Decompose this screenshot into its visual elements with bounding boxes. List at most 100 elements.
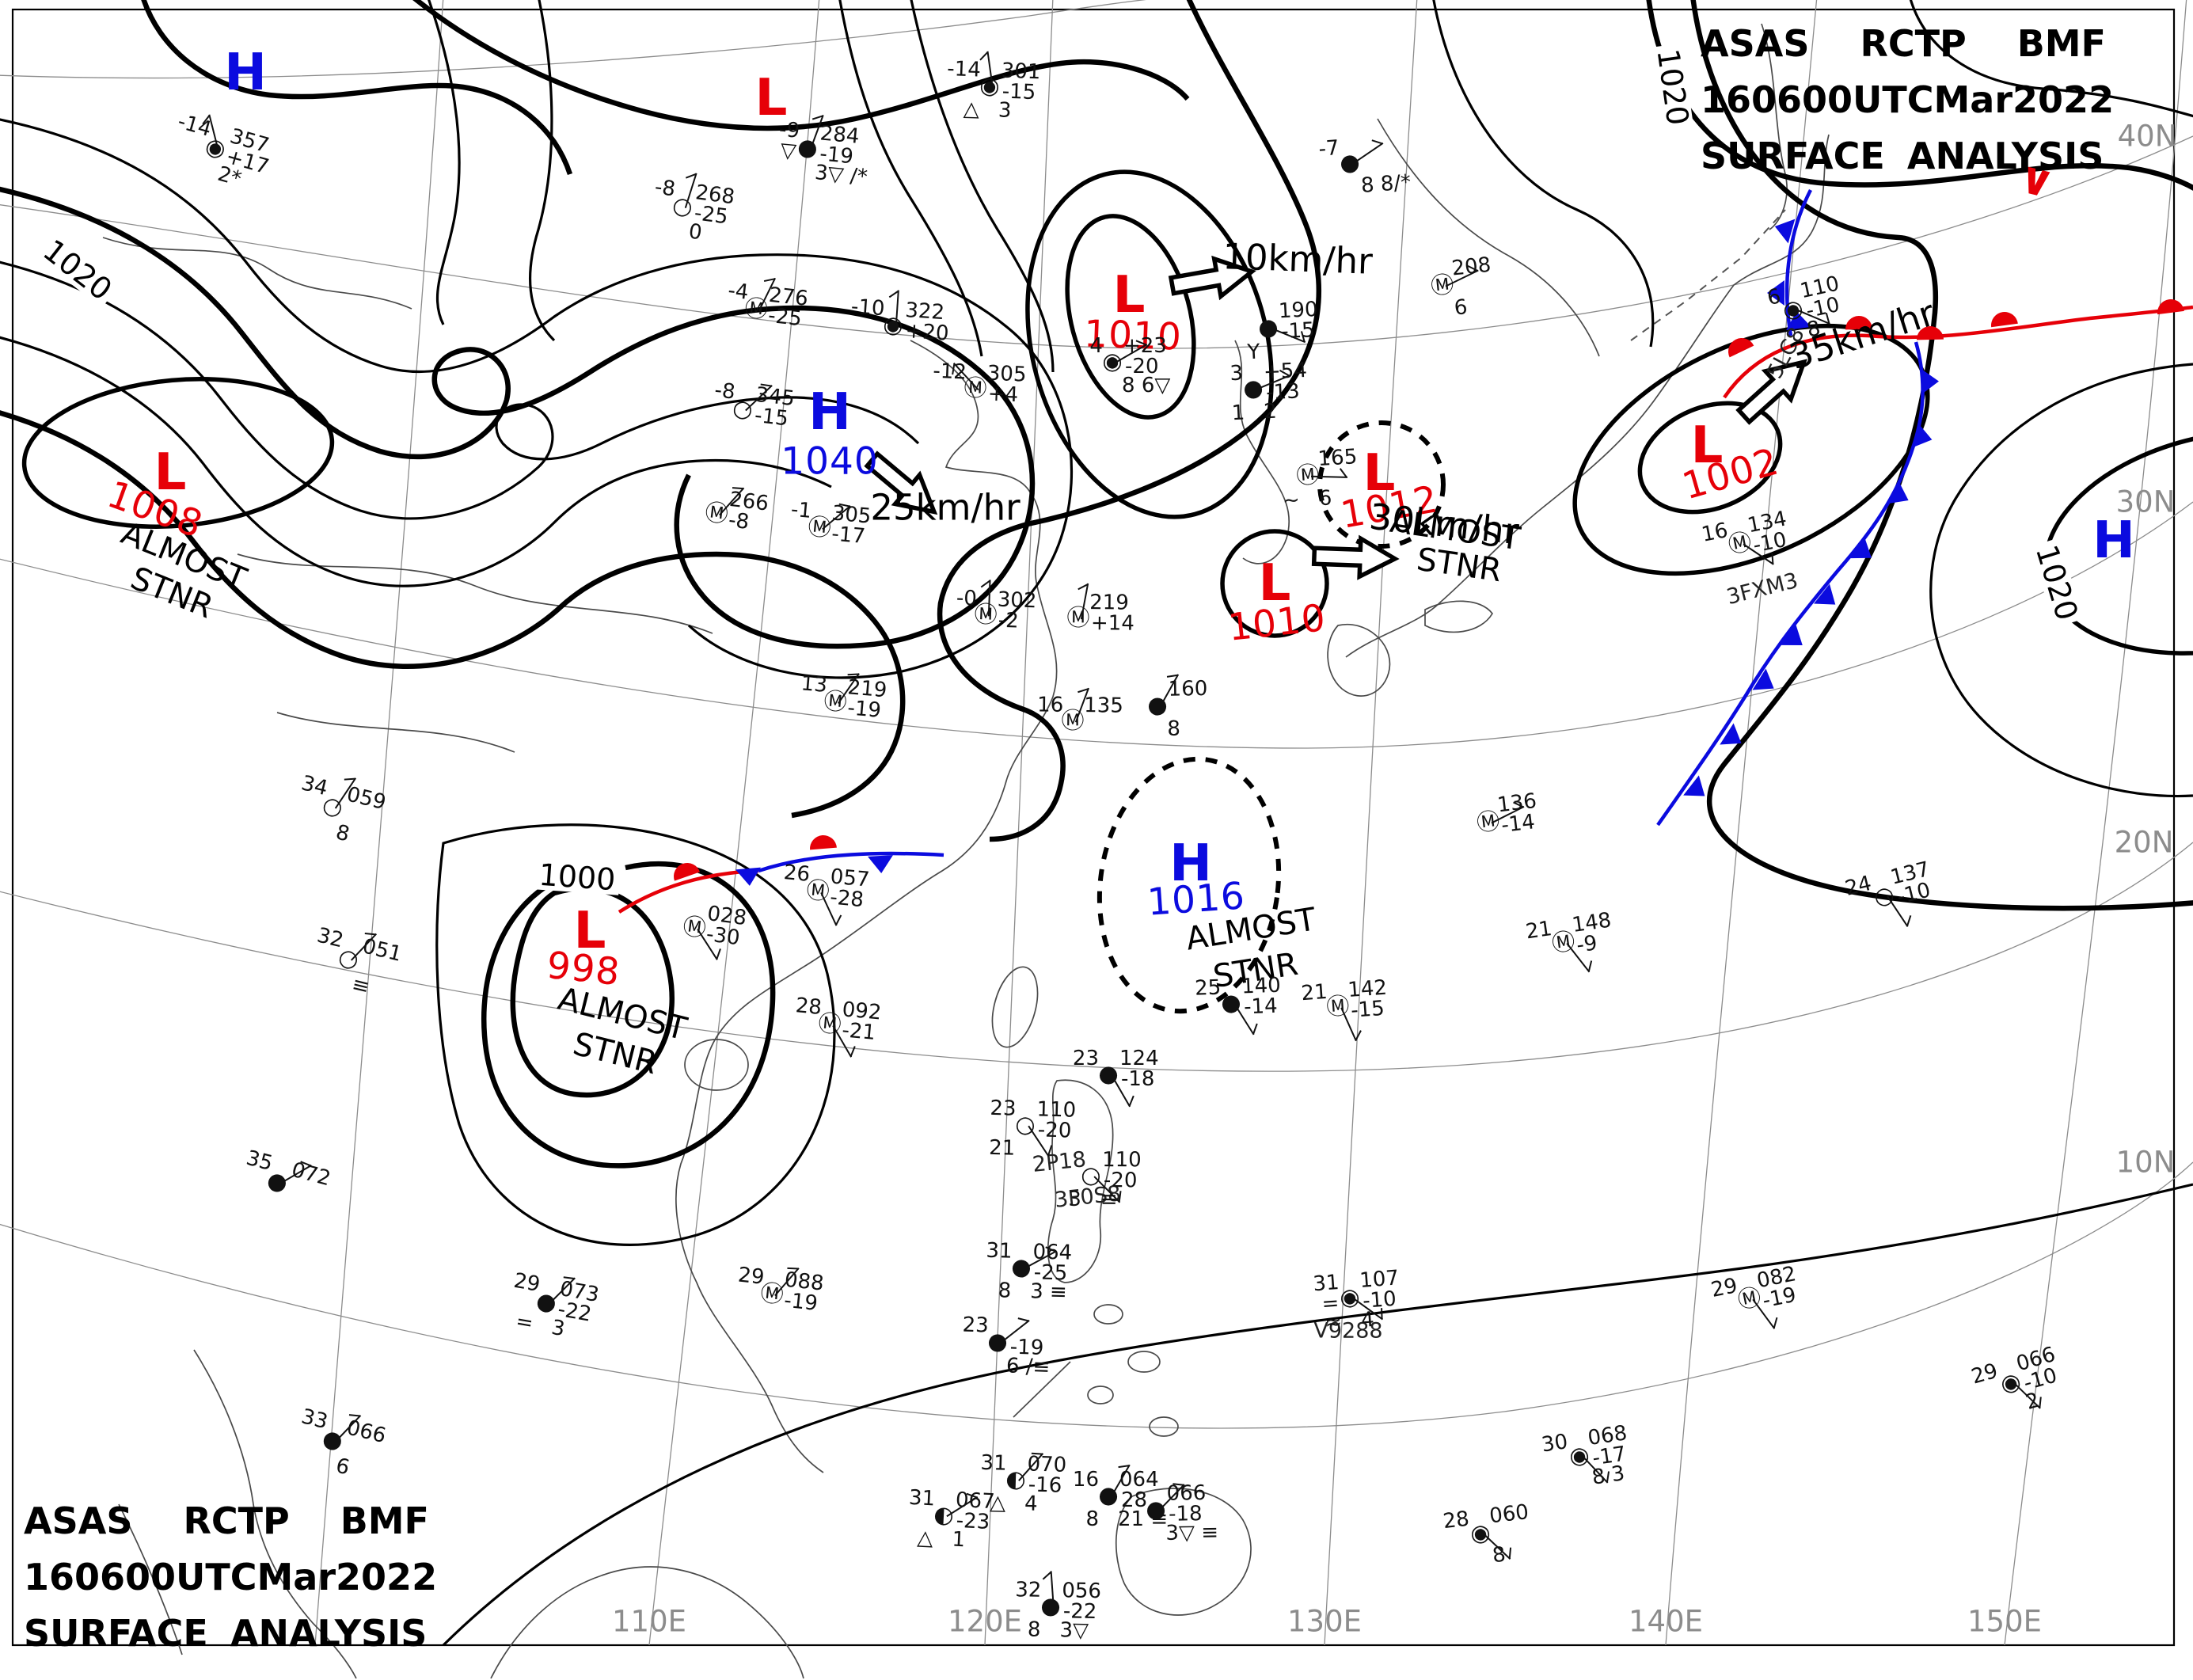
title-word: 160600UTC (1701, 78, 1934, 121)
station-dewpoint: 4 (1024, 1492, 1039, 1516)
station-tendency: -20 (1037, 1118, 1072, 1143)
title-line-1: ASAS RCTP BMF (1701, 25, 2106, 62)
station-tendency: -25 (766, 303, 804, 332)
station-circle-icon: Ⓜ (1429, 270, 1455, 300)
station-circle-icon: Ⓜ (1061, 706, 1085, 735)
lat-label-20n: 20N (2114, 825, 2174, 860)
station-temp: 34 (298, 771, 330, 801)
title-word: ANALYSIS (230, 1612, 428, 1655)
station-tendency: -19 (1760, 1283, 1799, 1313)
motion-arrow-l1002 (1735, 359, 1807, 425)
title-line-3: SURFACE ANALYSIS (24, 1615, 429, 1651)
title-word: 2022 (2012, 78, 2115, 121)
station-cloud-low: 3 (1068, 1187, 1081, 1211)
station-temp: 30 (1540, 1430, 1570, 1458)
station-circle-icon: ● (1220, 988, 1242, 1017)
station-dewpoint: 6 (1317, 486, 1333, 511)
title-word: 2022 (336, 1556, 438, 1598)
station-circle-icon: ◉ (979, 71, 1001, 100)
dotted-ring-1016 (1096, 756, 1282, 1014)
station-temp: 13 (800, 671, 829, 698)
station-dewpoint: 6 /≡ (1005, 1354, 1051, 1380)
title-word: SURFACE (1701, 135, 1885, 177)
station-temp: 32 (314, 923, 346, 953)
motion-arrow-l1010-north (1168, 255, 1256, 301)
station-temp: 31 (980, 1450, 1008, 1476)
station-temp: 28 (794, 994, 823, 1020)
station-circle-icon: ● (1242, 374, 1264, 402)
station-temp: 21 (1524, 917, 1554, 945)
station-circle-icon: ◐ (933, 1500, 955, 1529)
station-pressure: +23 (1123, 333, 1167, 358)
station-circle-icon: Ⓜ (1325, 992, 1351, 1021)
station-tendency: 28 (1121, 1488, 1148, 1512)
title-block-top-right: ASAS RCTP BMF 160600UTC Mar 2022 SURFACE… (1701, 25, 2114, 194)
isobar-label-1000: 1000 (534, 857, 621, 897)
lon-label-130e: 130E (1287, 1604, 1362, 1639)
station-pressure: 060 (1488, 1499, 1530, 1529)
station-tendency: +4 (987, 382, 1019, 408)
station-pressure: 219 (1089, 591, 1129, 615)
station-tendency: -8 (727, 508, 751, 534)
station-temp: 32 (1015, 1578, 1042, 1602)
low-center-998: L (573, 902, 606, 960)
station-cloud-low: △ (989, 1491, 1006, 1515)
station-temp: -0 (956, 586, 978, 611)
station-circle-icon: ◉ (1338, 1283, 1361, 1311)
station-temp: 29 (1708, 1274, 1740, 1302)
station-tendency: -14 (1243, 994, 1279, 1020)
lon-label-140e: 140E (1629, 1604, 1703, 1639)
station-temp: 31 (986, 1238, 1013, 1264)
station-temp: -4 (726, 279, 750, 305)
lat-label-40n: 40N (2117, 119, 2177, 154)
station-cloud-low: △ (963, 97, 980, 122)
station-tendency: -9 (1575, 931, 1599, 958)
station-pressure: 135 (1084, 694, 1124, 718)
station-temp: 16 (1072, 1468, 1099, 1492)
station-dewpoint: 8 8/* (1360, 170, 1412, 198)
station-weather: ▽ (779, 138, 797, 164)
low-center-1012: L (1363, 444, 1396, 503)
station-circle-icon: ○ (1081, 1161, 1101, 1189)
high-center-1040: H (808, 383, 851, 442)
station-cloud-low: = (514, 1309, 535, 1336)
station-tendency: -19 (846, 696, 883, 723)
title-block-bottom-left: ASAS RCTP BMF 160600UTC Mar 2022 SURFACE… (24, 1503, 437, 1671)
station-pressure: 110 (1102, 1148, 1142, 1173)
station-circle-icon: ● (1098, 1481, 1119, 1508)
station-tendency: -15 (1350, 996, 1385, 1023)
station-temp: 24 (1842, 871, 1874, 901)
station-temp: 26 (782, 861, 811, 887)
station-pressure: +54 (1263, 358, 1308, 385)
station-cloud-low: ~ (1282, 488, 1301, 513)
station-temp: 28 (1442, 1507, 1471, 1534)
station-temp: 29 (511, 1268, 542, 1298)
station-dewpoint: 3 ≡ (1029, 1279, 1068, 1305)
station-cloud-low: Y (1246, 340, 1261, 365)
title-word: ANALYSIS (1906, 135, 2104, 177)
station-dewpoint: 3▽ ≡ (1165, 1520, 1219, 1545)
station-pressure: 066 (1166, 1481, 1207, 1506)
station-circle-icon: ● (1040, 1591, 1061, 1620)
high-center-1016: H (1169, 834, 1212, 893)
title-line-1: ASAS RCTP BMF (24, 1503, 429, 1539)
title-word: RCTP (1860, 22, 1967, 65)
station-tendency: -15 (753, 403, 790, 431)
low-center-north: L (754, 69, 788, 127)
station-temp: 31 (908, 1485, 936, 1511)
station-dewpoint: 2 (1263, 399, 1278, 424)
station-circle-icon: Ⓜ (1066, 603, 1090, 632)
speed-label-25kmhr: 25km/hr (870, 486, 1020, 529)
station-circle-icon: ● (1338, 148, 1361, 177)
station-circle-icon: ● (1010, 1252, 1032, 1281)
title-word: 160600UTC (24, 1556, 257, 1598)
station-tendency: -15 (1280, 318, 1316, 344)
pressure-value-998: 998 (545, 943, 622, 995)
station-dewpoint: 8 (1491, 1542, 1507, 1568)
high-center-nw: H (224, 44, 267, 102)
station-circle-icon: ● (1147, 690, 1168, 719)
graticule (0, 0, 2193, 1646)
station-temp: 16 (1036, 693, 1064, 717)
station-circle-icon: ◉ (1469, 1518, 1492, 1548)
